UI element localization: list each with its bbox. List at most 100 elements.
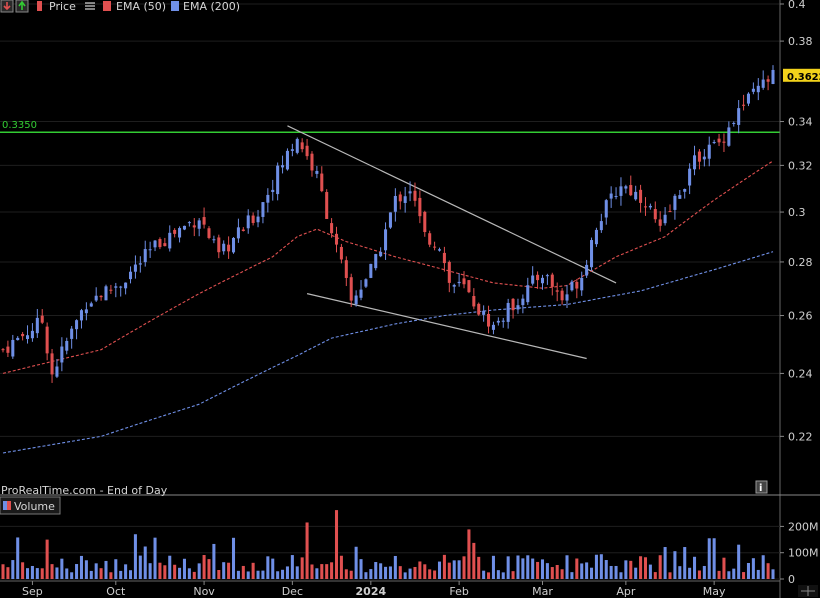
volume-bar bbox=[349, 570, 353, 579]
candle-body bbox=[295, 138, 299, 153]
volume-bar bbox=[501, 572, 505, 579]
candle-body bbox=[634, 191, 638, 200]
price-grid bbox=[0, 3, 780, 437]
volume-bar bbox=[526, 555, 530, 579]
date-tick-label: Apr bbox=[616, 585, 636, 598]
candle-body bbox=[663, 214, 667, 224]
volume-bar bbox=[133, 534, 137, 579]
volume-bar bbox=[153, 537, 157, 579]
price-tick-label: 0.32 bbox=[788, 159, 813, 172]
ema50-legend-label[interactable]: EMA (50) bbox=[116, 0, 166, 13]
volume-bar bbox=[393, 555, 397, 579]
candle-body bbox=[16, 337, 20, 341]
candle-body bbox=[393, 195, 397, 212]
volume-bar bbox=[452, 560, 456, 579]
price-tick-label: 0.3 bbox=[788, 206, 806, 219]
volume-bar bbox=[516, 555, 520, 579]
volume-bar bbox=[84, 560, 88, 579]
volume-bar bbox=[339, 555, 343, 579]
candle-body bbox=[452, 284, 456, 287]
candle-body bbox=[707, 144, 711, 159]
candle-body bbox=[65, 340, 69, 351]
volume-bar bbox=[585, 562, 589, 579]
candle-body bbox=[585, 264, 589, 276]
candle-body bbox=[354, 295, 358, 305]
volume-bar bbox=[761, 555, 765, 579]
candle-body bbox=[182, 225, 186, 230]
volume-bar bbox=[202, 555, 206, 579]
candle-body bbox=[403, 196, 407, 203]
volume-legend-label[interactable]: Volume bbox=[14, 500, 55, 513]
volume-bar bbox=[222, 562, 226, 579]
volume-bar bbox=[89, 570, 93, 579]
date-tick-label: Feb bbox=[449, 585, 468, 598]
candle-body bbox=[173, 229, 177, 234]
volume-bar bbox=[173, 564, 177, 579]
volume-bar bbox=[590, 567, 594, 579]
volume-bar bbox=[45, 539, 49, 579]
candle-body bbox=[50, 353, 54, 375]
candle-body bbox=[217, 237, 221, 253]
volume-bar bbox=[717, 570, 721, 579]
volume-bar bbox=[683, 547, 687, 579]
info-icon[interactable]: i bbox=[755, 480, 768, 494]
price-legend-label[interactable]: Price bbox=[49, 0, 76, 13]
volume-bar bbox=[300, 557, 304, 579]
volume-bar bbox=[330, 562, 334, 579]
ema200-legend-label[interactable]: EMA (200) bbox=[183, 0, 240, 13]
candle-body bbox=[727, 127, 731, 146]
candle-body bbox=[702, 156, 706, 160]
volume-bar bbox=[119, 570, 123, 579]
trendlines[interactable] bbox=[287, 125, 617, 360]
candle-body bbox=[256, 216, 260, 223]
candle-body bbox=[472, 296, 476, 307]
date-tick-label: 2024 bbox=[356, 585, 387, 598]
candle-body bbox=[693, 155, 697, 170]
volume-bar bbox=[138, 555, 142, 579]
candle-body bbox=[104, 286, 108, 301]
volume-bar bbox=[379, 563, 383, 579]
candle-body bbox=[712, 142, 716, 144]
volume-bar bbox=[35, 568, 39, 579]
candle-body bbox=[290, 149, 294, 151]
candle-body bbox=[717, 138, 721, 143]
volume-bar bbox=[737, 544, 741, 579]
candle-body bbox=[609, 193, 613, 199]
volume-bar bbox=[26, 568, 30, 579]
volume-bar bbox=[428, 569, 432, 579]
candle-body bbox=[487, 313, 491, 327]
candle-body bbox=[668, 211, 672, 213]
candle-body bbox=[168, 232, 172, 249]
candle-body bbox=[599, 221, 603, 231]
candle-body bbox=[40, 315, 44, 323]
volume-legend: Volume bbox=[0, 496, 61, 515]
volume-bar bbox=[560, 569, 564, 579]
volume-bar bbox=[536, 561, 540, 579]
crosshair-corner-icon[interactable] bbox=[798, 585, 818, 597]
candle-body bbox=[374, 254, 378, 269]
volume-bar bbox=[212, 543, 216, 579]
volume-bar bbox=[609, 565, 613, 579]
volume-bar bbox=[246, 571, 250, 579]
volume-bar bbox=[727, 571, 731, 579]
volume-bar bbox=[281, 569, 285, 579]
candle-body bbox=[379, 252, 383, 257]
candle-body bbox=[26, 335, 30, 340]
date-tick-label: Mar bbox=[532, 585, 553, 598]
candle-body bbox=[590, 240, 594, 268]
volume-bar bbox=[442, 554, 446, 579]
candle-body bbox=[124, 282, 128, 289]
list-icon[interactable] bbox=[85, 2, 95, 10]
volume-bar bbox=[555, 564, 559, 579]
volume-bar bbox=[433, 570, 437, 579]
price-tick-label: 0.28 bbox=[788, 256, 813, 269]
volume-tick-label: 200M bbox=[788, 520, 819, 533]
volume-bar bbox=[266, 556, 270, 579]
candle-body bbox=[496, 320, 500, 323]
volume-bar bbox=[771, 569, 775, 579]
volume-bar bbox=[742, 572, 746, 579]
price-tick-label: 0.34 bbox=[788, 116, 813, 129]
volume-bar bbox=[521, 558, 525, 579]
candle-body bbox=[79, 310, 83, 321]
candle-body bbox=[614, 196, 618, 198]
